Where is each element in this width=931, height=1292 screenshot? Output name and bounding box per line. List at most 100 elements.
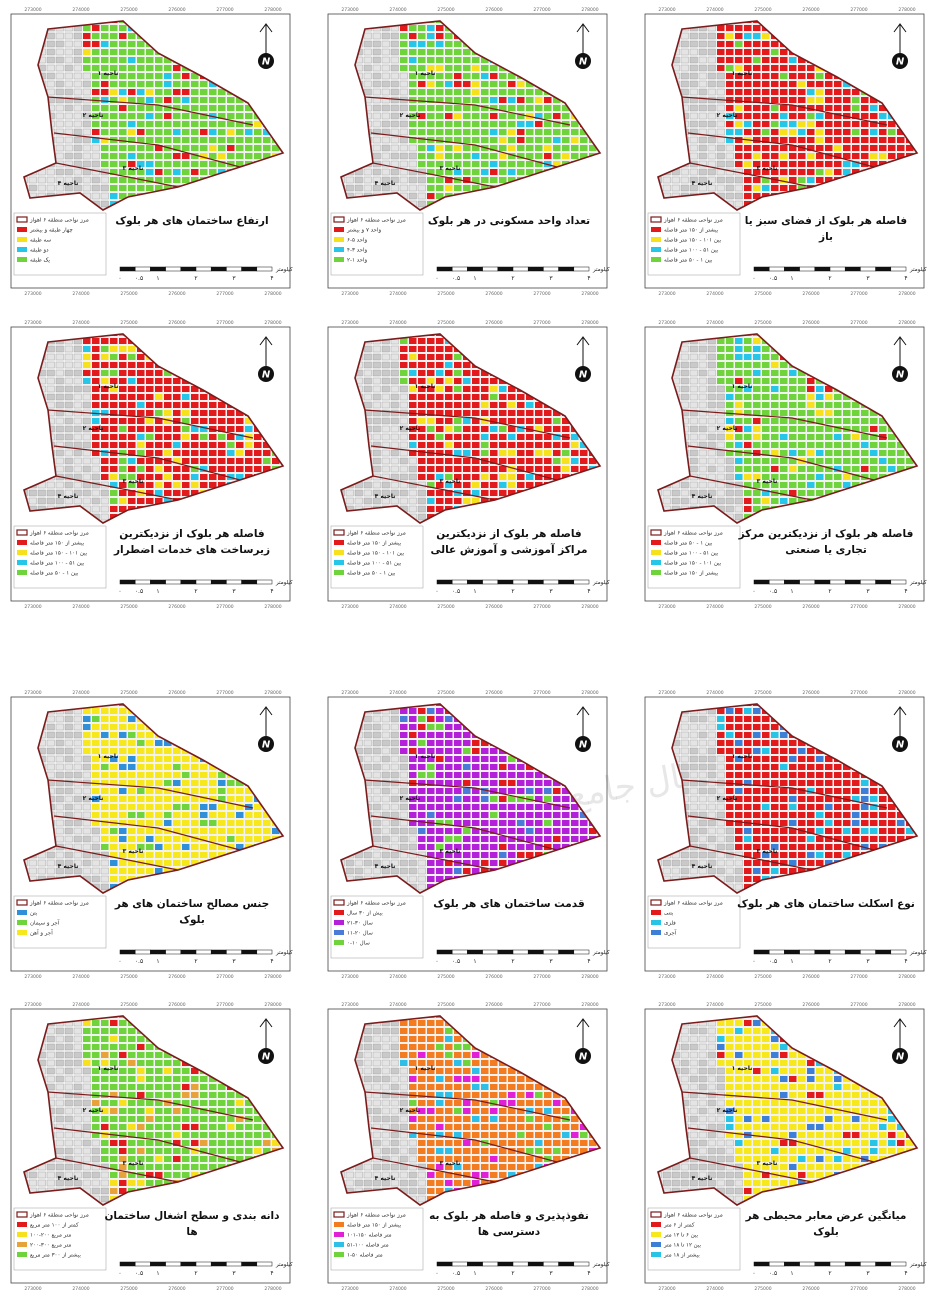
block [726, 153, 734, 159]
block [526, 506, 534, 512]
scale-bar [860, 267, 875, 271]
block [798, 402, 806, 408]
block [834, 394, 842, 400]
block [128, 49, 136, 55]
block [654, 65, 662, 71]
block [580, 17, 588, 23]
block [281, 33, 289, 39]
block [517, 81, 525, 87]
block [119, 378, 127, 384]
block [490, 41, 498, 47]
block [218, 193, 226, 199]
block [364, 33, 372, 39]
block [915, 354, 923, 360]
block [391, 137, 399, 143]
block [119, 145, 127, 151]
block [38, 442, 46, 448]
block [852, 129, 860, 135]
block [29, 129, 37, 135]
block [654, 137, 662, 143]
block [346, 450, 354, 456]
block [544, 434, 552, 440]
scale-bar [876, 267, 891, 271]
block [789, 450, 797, 456]
block [263, 716, 271, 722]
block [834, 65, 842, 71]
block [744, 113, 752, 119]
block [245, 370, 253, 376]
block [598, 97, 606, 103]
block [218, 708, 226, 714]
block [272, 378, 280, 384]
district-label: ناحیه ۴ [692, 493, 713, 500]
block [137, 514, 145, 520]
block [663, 370, 671, 376]
block [870, 25, 878, 31]
map-title: فاصله هر بلوک از نزدیکترین مرکز تجاری یا… [737, 526, 915, 558]
block [807, 17, 815, 23]
block [681, 482, 689, 488]
block [337, 41, 345, 47]
block [209, 201, 217, 207]
block [463, 434, 471, 440]
block [373, 354, 381, 360]
block [281, 105, 289, 111]
block [562, 89, 570, 95]
block [83, 354, 91, 360]
block [517, 418, 525, 424]
block [128, 378, 136, 384]
block [780, 201, 788, 207]
block [74, 81, 82, 87]
block [735, 89, 743, 95]
block [137, 458, 145, 464]
block [753, 65, 761, 71]
block [562, 354, 570, 360]
block [119, 105, 127, 111]
block [589, 177, 597, 183]
block [454, 418, 462, 424]
block [272, 129, 280, 135]
block [535, 145, 543, 151]
block [227, 442, 235, 448]
block [74, 169, 82, 175]
block [146, 362, 154, 368]
block [798, 137, 806, 143]
block [654, 506, 662, 512]
block [400, 434, 408, 440]
block [128, 402, 136, 408]
block [200, 65, 208, 71]
block [571, 466, 579, 472]
block [119, 498, 127, 504]
block [879, 514, 887, 520]
block [200, 716, 208, 722]
block [281, 522, 289, 528]
block [164, 201, 172, 207]
block [708, 113, 716, 119]
scale-bar [211, 267, 226, 271]
block [20, 49, 28, 55]
block [735, 458, 743, 464]
block [119, 65, 127, 71]
block [780, 185, 788, 191]
block [83, 418, 91, 424]
block [146, 33, 154, 39]
block [589, 105, 597, 111]
block [337, 474, 345, 480]
block [245, 450, 253, 456]
scale-label: ۱ [156, 275, 159, 282]
block [92, 346, 100, 352]
block [771, 81, 779, 87]
block [708, 137, 716, 143]
block [879, 354, 887, 360]
block [816, 177, 824, 183]
block [236, 700, 244, 706]
block [744, 57, 752, 63]
block [191, 137, 199, 143]
block [762, 17, 770, 23]
block [29, 354, 37, 360]
scale-bar [574, 267, 589, 271]
block [879, 498, 887, 504]
block [744, 33, 752, 39]
block [861, 153, 869, 159]
block [672, 426, 680, 432]
